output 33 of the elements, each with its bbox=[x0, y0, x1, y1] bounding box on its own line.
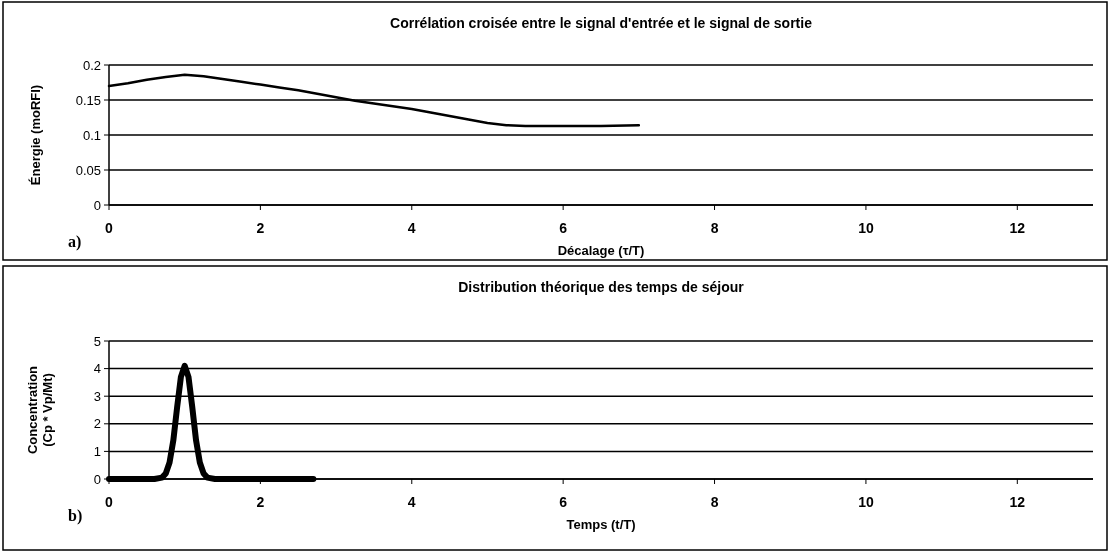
x-tick-label: 4 bbox=[407, 220, 416, 236]
chart-title: Distribution théorique des temps de séjour bbox=[458, 279, 745, 295]
y-tick-label: 0 bbox=[93, 471, 101, 487]
y-tick-label: 4 bbox=[93, 361, 101, 377]
x-tick-label: 6 bbox=[559, 220, 568, 236]
y-tick-label: 0.2 bbox=[82, 57, 101, 73]
x-tick-label: 10 bbox=[858, 220, 874, 236]
y-tick-label: 1 bbox=[93, 443, 101, 459]
x-tick-label: 2 bbox=[256, 494, 265, 510]
y-tick-label: 0.05 bbox=[75, 162, 101, 178]
x-tick-label: 12 bbox=[1009, 220, 1026, 236]
y-tick-label: 5 bbox=[93, 333, 101, 349]
chart-title: Corrélation croisée entre le signal d'entrée et le signal de sortie bbox=[390, 15, 813, 31]
x-tick-label: 2 bbox=[256, 220, 265, 236]
y-tick-label: 0.15 bbox=[75, 92, 101, 108]
x-tick-label: 12 bbox=[1009, 494, 1026, 510]
y-axis-title: Énergie (moRFI) bbox=[28, 84, 43, 186]
text: a) bbox=[68, 233, 82, 251]
x-tick-label: 8 bbox=[710, 220, 719, 236]
x-tick-label: 6 bbox=[559, 494, 568, 510]
x-tick-label: 4 bbox=[407, 494, 416, 510]
x-tick-label: 0 bbox=[105, 220, 114, 236]
x-tick-label: 8 bbox=[710, 494, 719, 510]
y-axis-title: Concentration (Cp * Vp/Mt) bbox=[25, 365, 55, 455]
x-axis-title: Temps (t/T) bbox=[566, 517, 636, 532]
x-axis-title: Décalage (τ/T) bbox=[557, 243, 645, 258]
y-tick-label: 0.1 bbox=[82, 127, 101, 143]
y-tick-label: 2 bbox=[93, 416, 101, 432]
y-tick-label: 0 bbox=[93, 197, 101, 213]
text: b) bbox=[68, 507, 83, 525]
x-tick-label: 0 bbox=[105, 494, 114, 510]
y-tick-label: 3 bbox=[93, 388, 101, 404]
x-tick-label: 10 bbox=[858, 494, 874, 510]
